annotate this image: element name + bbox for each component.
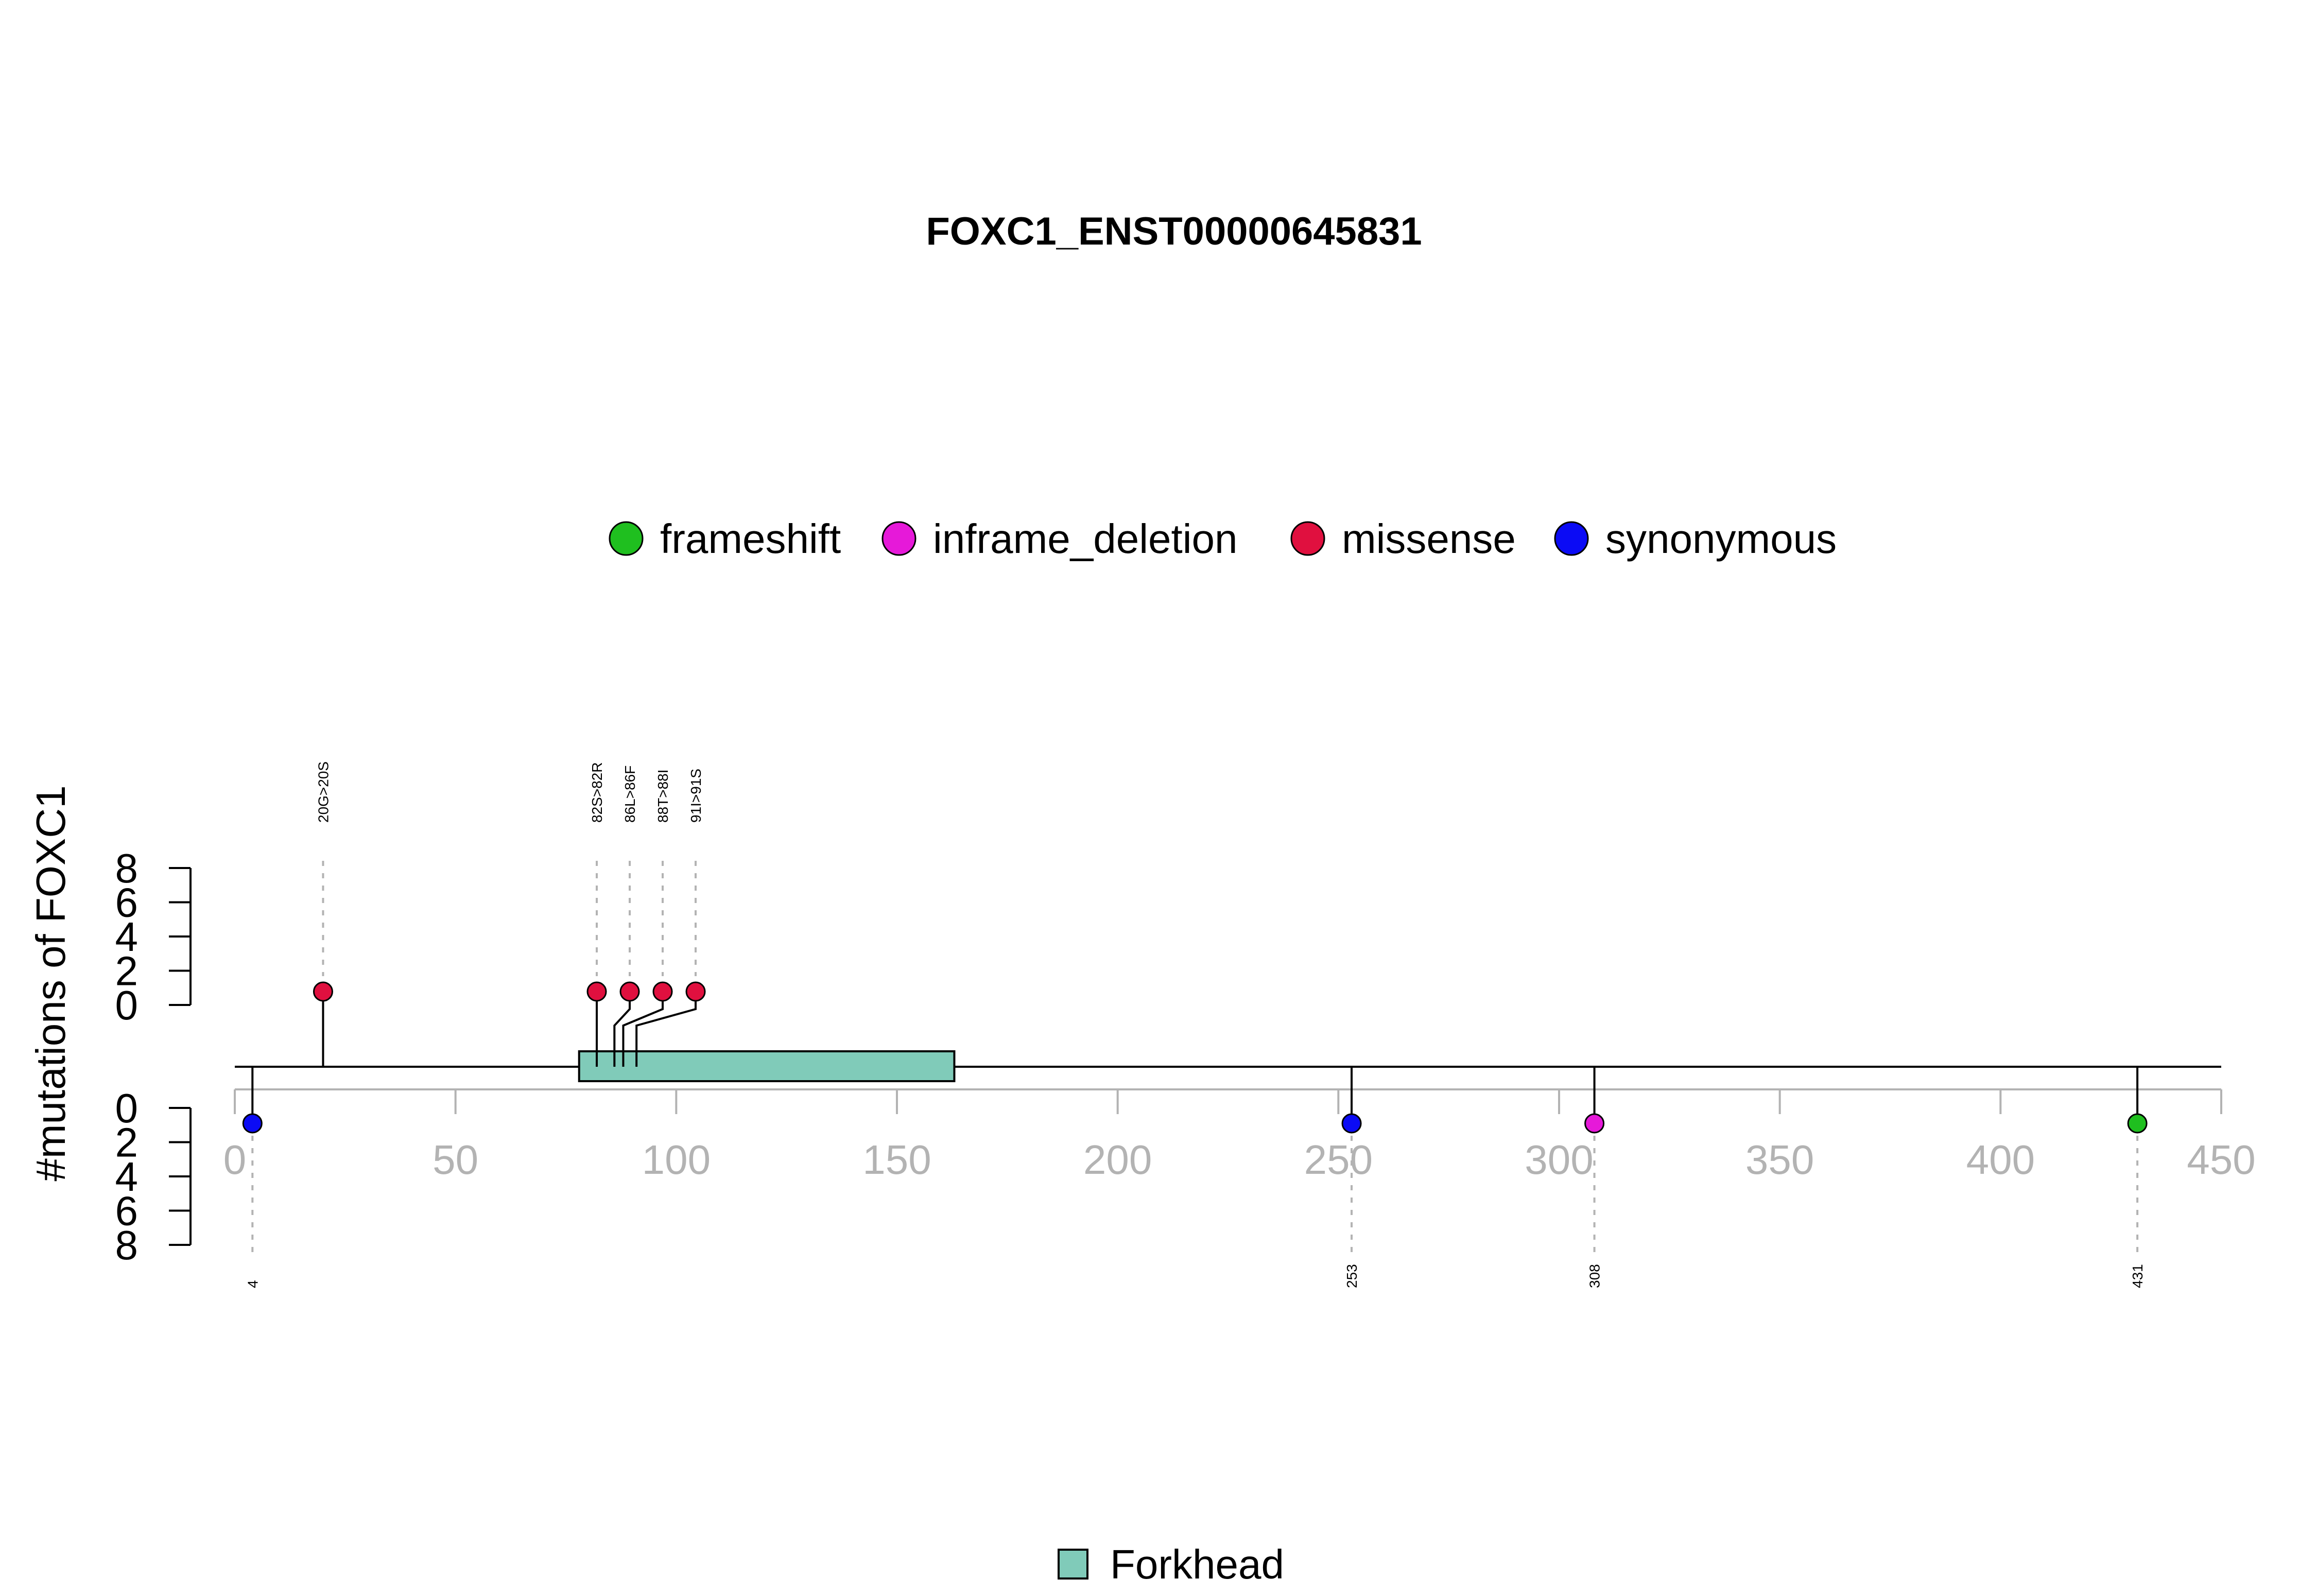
y-tick-label-top: 8 (115, 845, 139, 891)
domain-legend-label-forkhead: Forkhead (1110, 1541, 1284, 1587)
mutation-head-4 (243, 1114, 262, 1133)
lollipops-bottom: 4 253 308 431 (243, 1067, 2147, 1288)
mutation-label-86L>86F: 86L>86F (622, 766, 638, 823)
mutation-type-legend: frameshift inframe_deletion missense synony… (610, 516, 1837, 562)
x-tick-label: 0 (223, 1137, 247, 1183)
mutation-head-20G>20S (314, 982, 332, 1001)
x-tick-label: 50 (433, 1137, 478, 1183)
mutation-head-253 (1342, 1114, 1361, 1133)
legend-label-synonymous: synonymous (1605, 516, 1837, 562)
x-axis: 0 50 100 150 200 250 300 350 400 450 (223, 1089, 2256, 1183)
x-tick-label: 350 (1745, 1137, 1814, 1183)
legend-marker-missense (1291, 522, 1324, 555)
legend-marker-inframe_deletion (883, 522, 915, 555)
x-tick-label: 300 (1525, 1137, 1593, 1183)
legend-marker-synonymous (1555, 522, 1588, 555)
chart-title: FOXC1_ENST00000645831 (926, 210, 1422, 253)
legend-label-missense: missense (1342, 516, 1516, 562)
x-tick-label: 100 (642, 1137, 711, 1183)
x-tick-label: 150 (862, 1137, 931, 1183)
lollipops-top: 20G>20S 82S>82R 86L>86F 88T>88I 91I>91S (314, 761, 705, 1067)
mutation-label-82S>82R: 82S>82R (589, 762, 605, 823)
domain-legend: Forkhead (1059, 1541, 1284, 1587)
x-tick-label: 250 (1304, 1137, 1373, 1183)
mutation-head-431 (2128, 1114, 2147, 1133)
x-tick-label: 200 (1083, 1137, 1152, 1183)
domain-legend-swatch-forkhead (1059, 1550, 1087, 1578)
domain-forkhead (579, 1051, 955, 1081)
mutation-head-308 (1585, 1114, 1604, 1133)
x-tick-label: 400 (1966, 1137, 2035, 1183)
y-axis-label: #mutations of FOXC1 (28, 785, 74, 1181)
mutation-head-88T>88I (653, 982, 672, 1001)
mutation-head-86L>86F (620, 982, 639, 1001)
y-tick-label-bottom: 8 (115, 1222, 139, 1268)
legend-label-frameshift: frameshift (660, 516, 841, 562)
legend-label-inframe_deletion: inframe_deletion (933, 516, 1237, 562)
legend-marker-frameshift (610, 522, 643, 555)
mutation-label-431: 431 (2130, 1264, 2146, 1288)
mutation-head-82S>82R (587, 982, 606, 1001)
domain-layer (579, 1051, 955, 1081)
mutation-label-308: 308 (1587, 1264, 1603, 1288)
mutation-label-253: 253 (1344, 1264, 1360, 1288)
mutation-head-91I>91S (686, 982, 705, 1001)
mutation-label-20G>20S: 20G>20S (315, 761, 331, 823)
x-tick-label: 450 (2187, 1137, 2255, 1183)
mutation-label-88T>88I: 88T>88I (655, 769, 671, 823)
mutation-label-91I>91S: 91I>91S (688, 769, 704, 823)
mutation-label-4: 4 (245, 1280, 261, 1288)
